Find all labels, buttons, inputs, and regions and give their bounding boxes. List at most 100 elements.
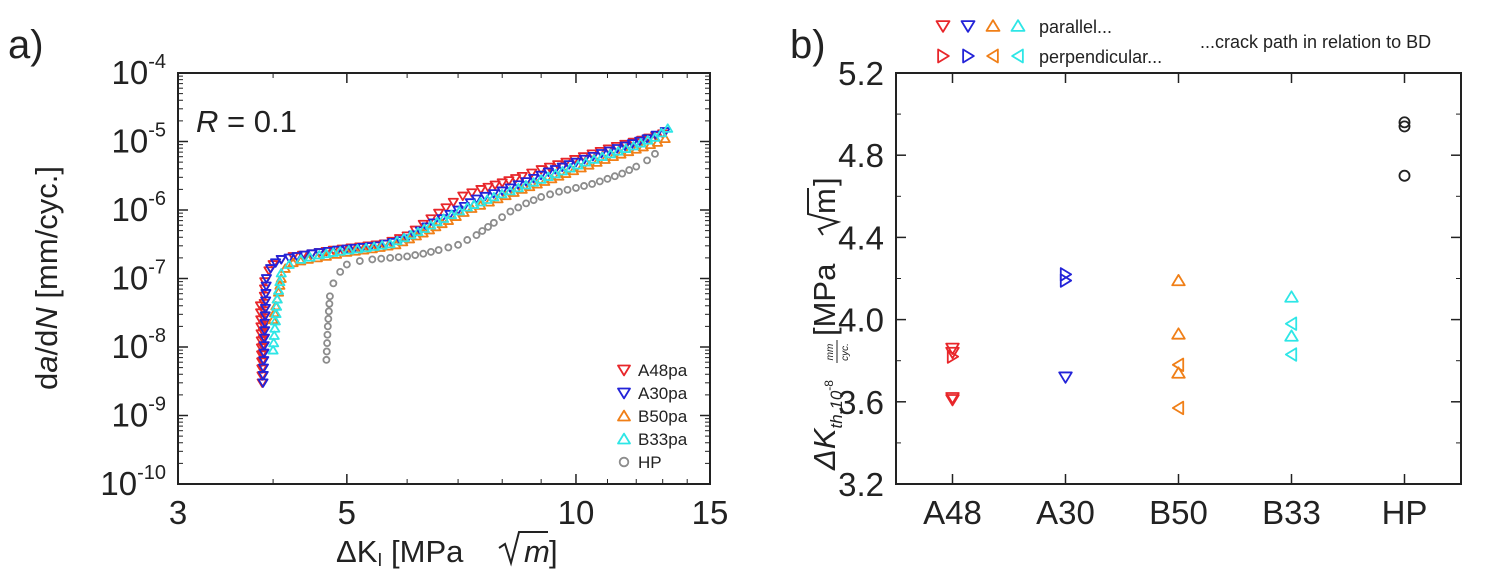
legend-marker: [962, 48, 975, 64]
data-point: [510, 174, 522, 184]
panel-a-legend: A48pa A30pa B50pa B33pa HP: [617, 361, 688, 472]
y-tick-label: 10-9: [111, 394, 166, 434]
data-point: [529, 196, 538, 205]
legend-marker: [937, 48, 950, 64]
data-point-hp: [1398, 116, 1411, 129]
data-point: [489, 218, 498, 227]
data-point: [572, 184, 580, 192]
data-point: [295, 254, 307, 264]
data-point: [643, 156, 652, 165]
data-point: [572, 160, 584, 170]
series-hp: [322, 149, 659, 364]
series-b50pa: [267, 133, 671, 325]
data-point: [520, 177, 532, 187]
x-tick-label-b33: B33: [1262, 494, 1321, 531]
data-point: [271, 294, 283, 304]
data-point: [552, 160, 564, 170]
data-point-b50: [1171, 400, 1185, 416]
data-point: [268, 330, 280, 340]
data-point: [546, 190, 555, 199]
data-point: [489, 180, 501, 190]
y-tick-label: 10-4: [111, 51, 166, 91]
data-point: [472, 231, 481, 240]
svg-text:mm: mm: [825, 344, 836, 361]
svg-text:[MPa: [MPa: [807, 263, 842, 336]
data-point: [603, 174, 612, 183]
data-point: [336, 267, 345, 276]
data-point-b50: [1171, 273, 1186, 287]
svg-text:ΔKth,10-8: ΔKth,10-8: [807, 380, 846, 471]
data-point: [454, 240, 462, 249]
panel-b: b) 3.2 3.6 4.0 4.4 4.8 5.2 A48 A30 B50 B33 HP ΔKt…: [790, 17, 1462, 531]
x-tick-label-a48: A48: [923, 494, 982, 531]
y-tick-label: 4.4: [838, 219, 884, 256]
data-point-a48: [946, 349, 960, 364]
y-tick-label: 10-6: [111, 188, 166, 228]
data-point: [588, 154, 600, 164]
data-point: [482, 182, 494, 193]
data-point: [427, 247, 435, 256]
data-point: [659, 133, 671, 144]
panel-a-label: a): [8, 23, 44, 67]
data-point: [452, 205, 464, 216]
x-tick-label-a30: A30: [1036, 494, 1095, 531]
data-point: [549, 165, 561, 175]
data-point: [270, 308, 282, 319]
data-point: [504, 185, 516, 196]
data-point: [419, 249, 428, 258]
data-point: [394, 253, 403, 262]
x-tick-label: 3: [169, 494, 187, 531]
data-point-hp: [1398, 120, 1411, 133]
data-point: [351, 243, 363, 254]
data-point: [504, 183, 516, 193]
data-point: [453, 205, 465, 216]
data-point: [325, 292, 334, 301]
data-point: [556, 166, 568, 176]
legend-marker-a30pa: [617, 387, 631, 400]
data-point: [542, 167, 554, 177]
data-point: [625, 166, 634, 175]
data-point: [268, 337, 280, 348]
data-point: [498, 213, 507, 222]
y-tick-label: 3.6: [838, 384, 884, 421]
data-point: [535, 170, 547, 181]
data-point: [270, 258, 282, 268]
panel-a-x-axis-label: ΔKI [MPa m ]: [336, 531, 558, 570]
data-point: [496, 186, 508, 196]
panel-a-y-axis-label: da/dN [mm/cyc.]: [29, 166, 64, 390]
data-point: [531, 179, 543, 189]
data-point: [323, 339, 332, 348]
data-point: [377, 254, 386, 263]
data-point-b50: [1171, 366, 1186, 379]
data-point-b33: [1284, 316, 1298, 331]
data-point: [325, 299, 334, 308]
data-point: [265, 264, 277, 274]
svg-text:cyc.: cyc.: [840, 343, 851, 361]
legend-label-hp: HP: [638, 453, 662, 472]
y-tick-label: 10-8: [111, 325, 166, 365]
data-point: [322, 347, 331, 356]
data-point: [466, 188, 478, 198]
legend-marker-hp: [618, 456, 630, 468]
data-point: [488, 191, 500, 202]
data-point: [503, 176, 515, 186]
data-point: [438, 213, 450, 223]
data-point: [273, 285, 285, 295]
panel-a-x-ticks: 3 5 10 15: [169, 73, 729, 531]
legend-marker: [1010, 19, 1026, 32]
data-point-a48: [945, 342, 960, 355]
data-point: [433, 208, 445, 219]
data-point: [506, 207, 515, 216]
data-point: [563, 185, 572, 194]
data-point: [488, 189, 500, 199]
legend-label-a48pa: A48pa: [638, 361, 688, 380]
legend-marker: [1011, 48, 1024, 64]
data-point: [271, 301, 283, 311]
data-point: [492, 193, 504, 204]
data-point: [275, 268, 287, 278]
y-tick-label: 4.0: [838, 302, 884, 339]
x-tick-label: 15: [692, 494, 729, 531]
data-point: [313, 248, 325, 258]
